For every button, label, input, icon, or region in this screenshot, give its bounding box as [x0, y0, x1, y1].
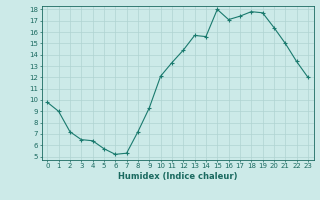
X-axis label: Humidex (Indice chaleur): Humidex (Indice chaleur) [118, 172, 237, 181]
